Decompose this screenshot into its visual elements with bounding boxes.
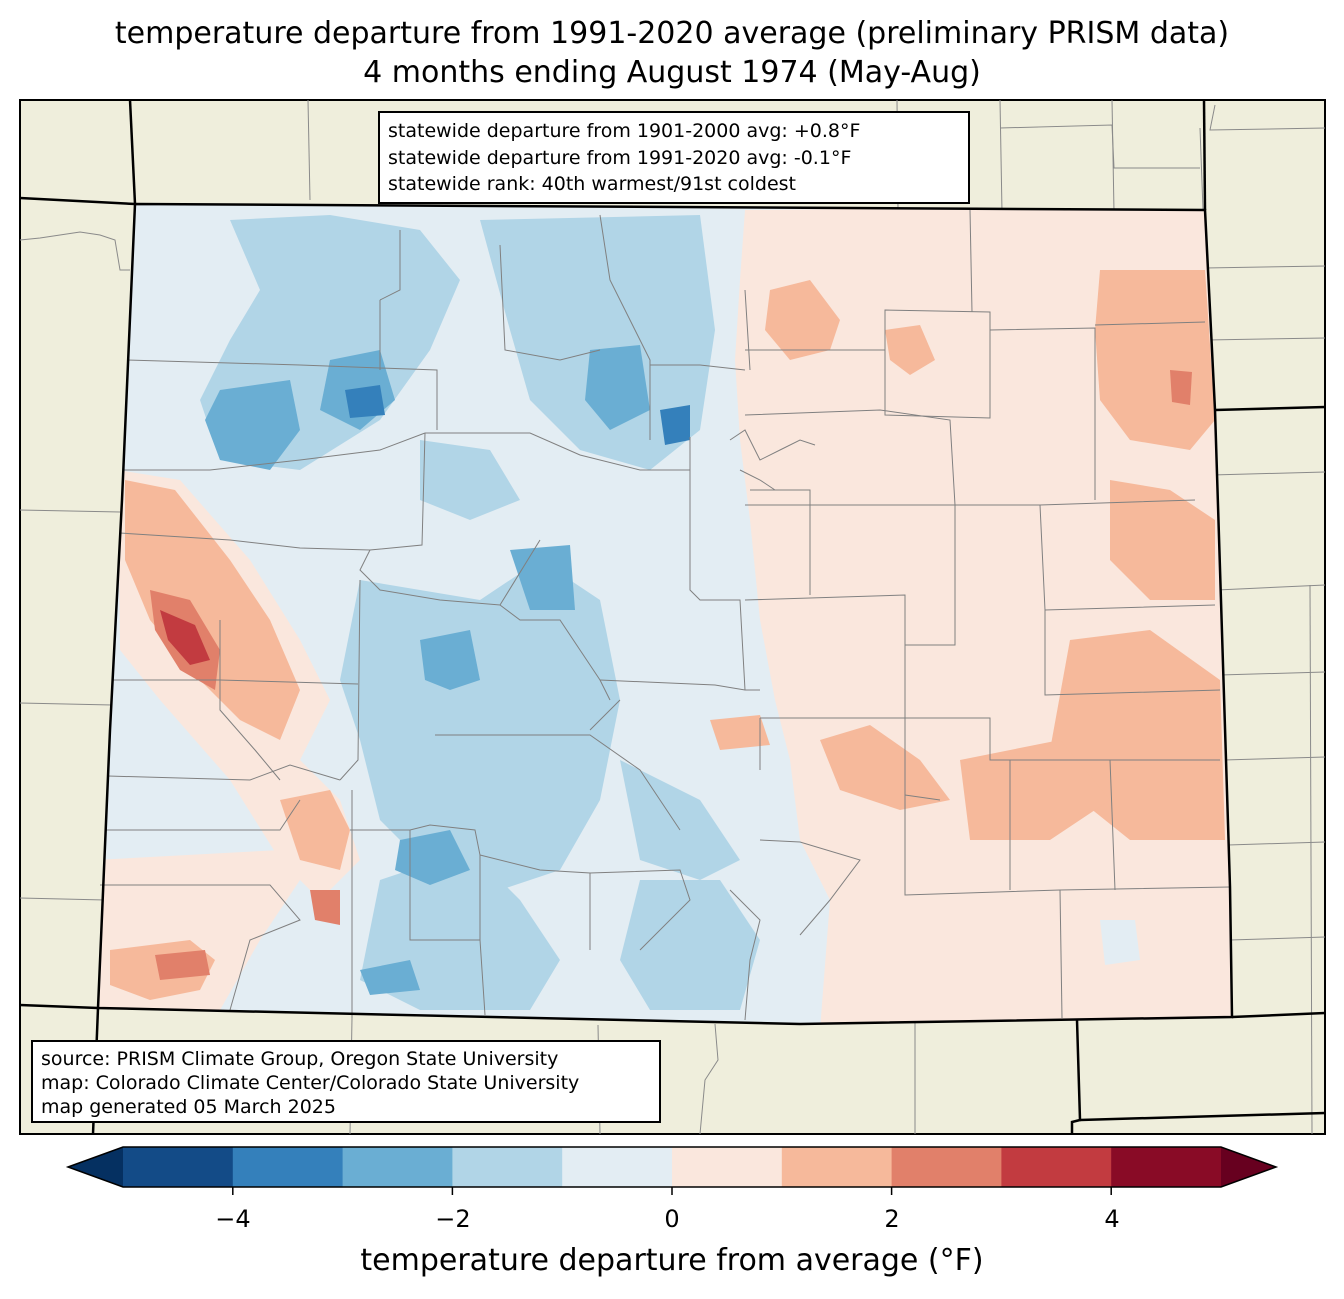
- statewide-stats-box: statewide departure from 1901-2000 avg: …: [378, 111, 970, 204]
- colorbar-extend-high: [1221, 1147, 1276, 1187]
- neighbor-county-lines: [19, 99, 1326, 1135]
- stats-line-rank: statewide rank: 40th warmest/91st coldes…: [388, 173, 797, 195]
- colorbar-tick-label: 0: [664, 1205, 680, 1233]
- stats-line-1901-2000: statewide departure from 1901-2000 avg: …: [388, 120, 861, 142]
- stats-line-1991-2020: statewide departure from 1991-2020 avg: …: [388, 146, 852, 169]
- credits-map: map: Colorado Climate Center/Colorado St…: [41, 1072, 580, 1094]
- colorbar-bin: [1001, 1147, 1112, 1187]
- colorbar-tick-label: −2: [435, 1205, 471, 1233]
- colorbar-bin: [891, 1147, 1002, 1187]
- temperature-field: [98, 204, 1232, 1024]
- colorbar-tick-label: −4: [215, 1205, 251, 1233]
- colorbar: [65, 1146, 1279, 1195]
- colorbar-tick-label: 2: [884, 1205, 900, 1233]
- colorbar-bin: [452, 1147, 563, 1187]
- colorbar-bin: [672, 1147, 783, 1187]
- colorbar-outline: [65, 1146, 1279, 1188]
- county-lines: [100, 209, 1231, 1021]
- colorbar-bin: [562, 1147, 673, 1187]
- colorbar-bin: [342, 1147, 453, 1187]
- map-title: temperature departure from 1991-2020 ave…: [114, 16, 1230, 51]
- credits-box: source: PRISM Climate Group, Oregon Stat…: [31, 1040, 661, 1123]
- credits-source: source: PRISM Climate Group, Oregon Stat…: [41, 1048, 559, 1070]
- colorbar-bin: [781, 1147, 893, 1187]
- colorbar-extend-low: [68, 1147, 123, 1187]
- colorbar-label: temperature departure from average (°F): [360, 1243, 984, 1278]
- map-subtitle: 4 months ending August 1974 (May-Aug): [363, 55, 981, 90]
- colorbar-bin: [1111, 1147, 1222, 1187]
- colorbar-tick-label: 4: [1104, 1205, 1120, 1233]
- credits-generated: map generated 05 March 2025: [41, 1096, 336, 1118]
- colorbar-bin: [232, 1147, 344, 1187]
- colorbar-bin: [123, 1147, 234, 1187]
